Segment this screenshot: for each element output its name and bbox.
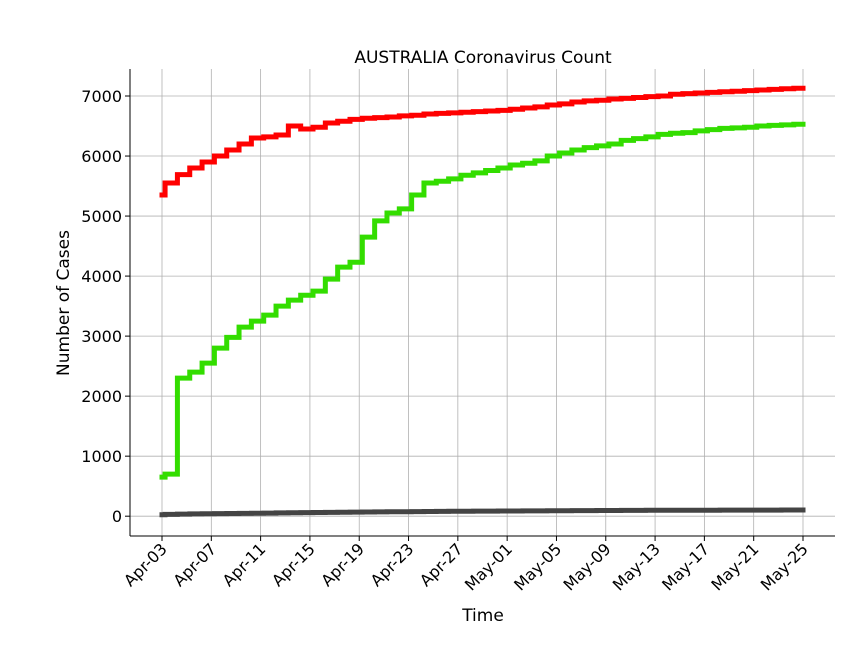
x-tick-label: May-17 (658, 539, 713, 594)
x-tick-label: Apr-11 (219, 539, 270, 590)
y-ticks: 0 1000 2000 3000 4000 5000 6000 7000 (81, 87, 130, 526)
y-tick-label: 0 (112, 507, 122, 526)
x-tick-label: May-01 (461, 539, 516, 594)
x-tick-label: May-25 (757, 539, 812, 594)
series-line-1 (159, 121, 806, 480)
series-lines (159, 85, 806, 518)
x-tick-label: May-09 (559, 539, 614, 594)
x-axis-label: Time (461, 606, 504, 626)
x-tick-label: May-13 (609, 539, 664, 594)
axes (129, 69, 835, 537)
y-tick-label: 2000 (81, 387, 122, 406)
y-tick-label: 4000 (81, 267, 122, 286)
grid-lines (130, 69, 835, 536)
x-tick-label: May-21 (707, 539, 762, 594)
x-tick-label: Apr-03 (120, 539, 171, 590)
y-tick-label: 1000 (81, 447, 122, 466)
y-tick-label: 3000 (81, 327, 122, 346)
x-tick-label: Apr-15 (268, 539, 319, 590)
series-line-0 (159, 85, 806, 198)
x-tick-label: Apr-07 (169, 539, 220, 590)
x-tick-label: May-05 (510, 539, 565, 594)
y-tick-label: 5000 (81, 207, 122, 226)
x-tick-label: Apr-27 (416, 539, 467, 590)
x-tick-label: Apr-23 (367, 539, 418, 590)
y-axis-label: Number of Cases (54, 230, 74, 376)
chart-title: AUSTRALIA Coronavirus Count (354, 48, 612, 68)
y-tick-label: 7000 (81, 87, 122, 106)
y-tick-label: 6000 (81, 147, 122, 166)
series-line-2 (159, 507, 806, 518)
x-tick-label: Apr-19 (317, 539, 368, 590)
x-ticks: Apr-03Apr-07Apr-11Apr-15Apr-19Apr-23Apr-… (120, 536, 812, 595)
